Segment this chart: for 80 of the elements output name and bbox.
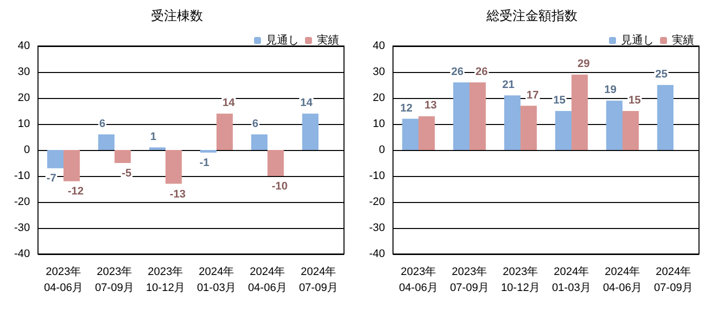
y-tick-label: -10 [369, 170, 385, 182]
data-label: 6 [252, 118, 258, 130]
y-tick-label: 0 [24, 144, 30, 156]
y-tick-label: 30 [18, 66, 30, 78]
chart-title: 受注棟数 [151, 8, 203, 23]
bar [572, 74, 588, 150]
legend-label: 実績 [317, 34, 339, 46]
bar [149, 147, 166, 150]
x-tick-label: 2024年 07-09月 [298, 266, 338, 294]
y-tick-label: -30 [369, 222, 385, 234]
data-label: -13 [170, 188, 186, 200]
x-tick-label: 2023年 10-12月 [146, 266, 186, 294]
legend-label: 見通し [621, 34, 654, 46]
y-tick-label: 0 [378, 144, 385, 156]
bar [166, 150, 182, 184]
data-label: -10 [272, 180, 288, 192]
bar [470, 82, 486, 150]
bar [200, 150, 216, 153]
bar [418, 116, 435, 150]
x-tick-label: 2023年 10-12月 [500, 266, 540, 294]
y-tick-label: -40 [369, 248, 385, 260]
data-label: 14 [300, 97, 314, 110]
bar [555, 111, 572, 150]
bar [268, 150, 284, 176]
bar [504, 95, 520, 150]
bar [402, 118, 418, 150]
data-label: 26 [451, 66, 464, 78]
data-label: 13 [424, 100, 437, 112]
data-label: 19 [604, 84, 616, 96]
data-label: 15 [553, 94, 566, 106]
bar [98, 134, 114, 150]
x-tick-label: 2024年 04-06月 [602, 266, 642, 294]
x-tick-label: 2024年 04-06月 [248, 266, 288, 294]
data-label: -5 [122, 168, 132, 180]
bar [520, 106, 537, 150]
y-tick-label: -10 [14, 170, 30, 182]
data-label: 17 [526, 89, 539, 102]
bar [606, 100, 622, 150]
y-tick-label: 30 [372, 66, 385, 78]
x-tick-label: 2024年 01-03月 [552, 266, 592, 294]
bar [251, 134, 268, 150]
legend-label: 見通し [266, 34, 299, 46]
x-tick-label: 2023年 07-09月 [94, 266, 134, 294]
y-tick-label: 10 [18, 118, 30, 130]
data-label: -1 [199, 157, 210, 170]
y-tick-label: -20 [14, 196, 30, 208]
bar [114, 150, 131, 163]
data-label: 12 [400, 102, 412, 114]
data-label: 1 [150, 130, 156, 143]
x-tick-label: 2023年 04-06月 [398, 266, 438, 294]
data-label: 26 [476, 66, 488, 78]
y-tick-label: 40 [18, 40, 30, 52]
y-tick-label: -30 [14, 222, 30, 234]
x-tick-label: 2024年 01-03月 [196, 266, 236, 294]
y-tick-label: -20 [369, 196, 385, 208]
bar [453, 82, 470, 150]
chart-title: 総受注金額指数 [486, 8, 578, 23]
x-tick-label: 2023年 07-09月 [450, 266, 490, 294]
bar [216, 114, 233, 150]
bar [622, 111, 639, 150]
y-tick-label: -40 [14, 248, 30, 260]
y-tick-label: 40 [372, 40, 385, 52]
y-tick-label: 20 [372, 92, 385, 104]
bar [47, 150, 64, 168]
y-tick-label: 10 [372, 118, 385, 130]
legend-label: 実績 [672, 34, 694, 46]
data-label: 15 [628, 94, 641, 106]
data-label: 6 [99, 118, 106, 130]
y-tick-label: 20 [18, 92, 30, 104]
x-tick-label: 2024年 07-09月 [654, 266, 694, 294]
x-tick-label: 2023年 04-06月 [44, 266, 84, 294]
bar [64, 150, 80, 182]
data-label: 14 [222, 97, 236, 110]
bar [302, 114, 318, 150]
data-label: 29 [578, 58, 590, 70]
data-label: 21 [502, 78, 514, 91]
data-label: -7 [46, 172, 56, 185]
data-label: 25 [655, 68, 668, 80]
bar [657, 85, 674, 150]
data-label: -12 [68, 186, 84, 198]
